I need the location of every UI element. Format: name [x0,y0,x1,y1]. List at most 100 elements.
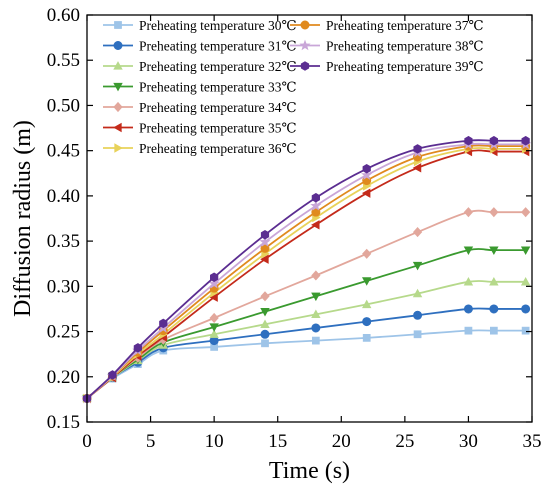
data-point [311,292,321,302]
data-point [259,236,271,247]
data-point [210,272,219,283]
y-tick-label: 0.60 [47,5,80,26]
data-point [489,135,498,146]
data-point [489,304,499,314]
series-line [86,144,526,400]
data-point [209,329,219,338]
plot-frame [86,14,533,423]
data-point [520,246,531,255]
x-tick-label: 10 [205,431,224,452]
data-point [463,276,474,286]
series-7 [82,141,531,403]
data-point [311,220,320,230]
series-9 [82,135,530,404]
data-point [261,339,269,348]
data-point [413,330,422,339]
data-point [260,329,270,339]
data-point [311,323,321,333]
x-tick-label: 30 [459,431,478,452]
data-point [159,318,168,329]
legend-marker [113,122,122,133]
legend-item: Preheating temperature 38℃ [290,39,484,54]
legend-label: Preheating temperature 39℃ [326,59,484,74]
data-point [489,276,499,286]
data-point [311,270,321,281]
legend-label: Preheating temperature 36℃ [139,141,297,156]
x-tick-label: 15 [268,431,287,452]
data-point [412,227,423,238]
legend-label: Preheating temperature 33℃ [139,80,297,95]
x-tick-label: 0 [82,431,92,452]
data-point [362,317,372,327]
data-point [520,276,531,286]
data-point [208,277,220,289]
data-point [362,334,371,342]
series-line [86,147,526,400]
series-3 [82,246,531,404]
y-tick-label: 0.55 [47,50,80,71]
x-tick-label: 20 [332,431,351,452]
legend-marker [114,143,123,153]
series-line [86,307,526,400]
y-tick-label: 0.20 [47,367,80,388]
legend-label: Preheating temperature 37℃ [326,18,484,33]
data-point [463,207,474,218]
y-axis-title: Diffusion radius (m) [10,120,36,317]
legend-marker [113,82,123,92]
y-tick-label: 0.50 [47,95,80,116]
data-point [362,248,372,259]
series-8 [81,138,532,404]
data-point [133,343,142,353]
data-point [209,323,219,332]
data-point [521,326,530,335]
x-axis-title: Time (s) [269,458,350,484]
legend-marker [299,39,311,51]
series-1 [82,304,531,403]
data-point [260,307,270,317]
legend-label: Preheating temperature 32℃ [139,59,297,74]
series-line [86,139,526,400]
data-point [489,246,499,255]
data-point [521,304,531,314]
series-layer [81,135,532,404]
data-point [362,277,372,286]
y-tick-label: 0.15 [47,412,80,433]
data-point [108,370,117,380]
legend-item: Preheating temperature 31℃ [103,39,297,54]
data-point [489,326,498,335]
legend-item: Preheating temperature 32℃ [103,59,297,74]
x-tick-label: 25 [395,431,414,452]
data-point [260,254,269,264]
x-tick-label: 35 [523,431,542,452]
data-point [311,309,321,319]
data-point [463,246,474,255]
legend-item: Preheating temperature 37℃ [290,18,484,33]
legend-marker [113,101,123,113]
legend-label: Preheating temperature 30℃ [139,18,297,33]
legend-label: Preheating temperature 34℃ [139,100,297,115]
legend-marker [113,61,123,70]
series-6 [83,144,531,404]
series-4 [82,207,531,404]
data-point [310,199,322,211]
legend-label: Preheating temperature 31℃ [139,39,297,54]
legend-marker [114,21,122,29]
legend-item: Preheating temperature 36℃ [103,141,297,156]
data-point [311,192,320,203]
series-line [86,142,526,400]
data-point [361,169,373,180]
series-5 [82,146,530,404]
data-point [463,304,473,314]
data-point [260,291,270,302]
legend-item: Preheating temperature 39℃ [290,59,484,74]
data-point [521,207,531,218]
series-line [86,149,526,400]
data-point [464,135,473,146]
y-tick-label: 0.40 [47,186,80,207]
data-point [413,310,423,320]
data-point [260,319,270,328]
data-point [412,163,422,173]
x-tick-label: 5 [146,431,156,452]
legend-item: Preheating temperature 33℃ [103,80,297,95]
